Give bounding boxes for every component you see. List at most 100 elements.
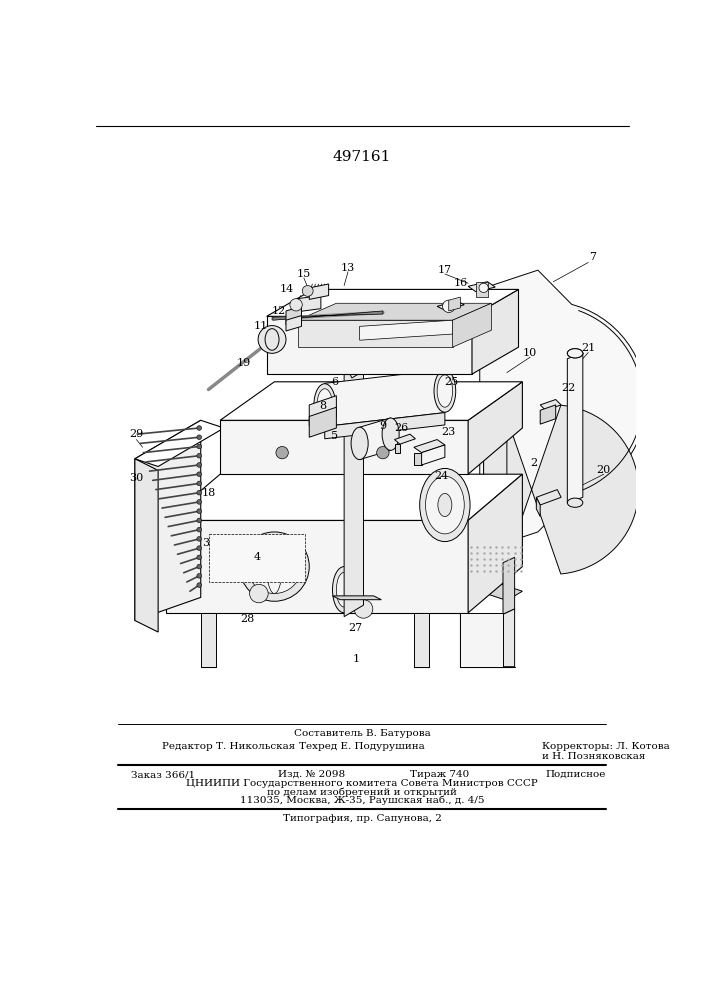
Ellipse shape	[438, 493, 452, 517]
Polygon shape	[325, 369, 445, 426]
Polygon shape	[472, 289, 518, 374]
Circle shape	[197, 546, 201, 550]
Text: 15: 15	[297, 269, 311, 279]
Polygon shape	[395, 444, 400, 453]
Circle shape	[250, 584, 268, 603]
Circle shape	[197, 426, 201, 430]
Text: Тираж 740: Тираж 740	[410, 770, 469, 779]
Text: 18: 18	[201, 488, 216, 498]
Text: и Н. Позняковская: и Н. Позняковская	[542, 752, 645, 761]
Polygon shape	[286, 306, 301, 325]
Text: 113035, Москва, Ж-35, Раушская наб., д. 4/5: 113035, Москва, Ж-35, Раушская наб., д. …	[240, 796, 484, 805]
Polygon shape	[135, 420, 201, 620]
Text: 12: 12	[272, 306, 286, 316]
Text: 23: 23	[442, 427, 456, 437]
Polygon shape	[452, 303, 491, 347]
Circle shape	[197, 527, 201, 532]
Text: ЦНИИПИ Государственного комитета Совета Министров СССР: ЦНИИПИ Государственного комитета Совета …	[186, 779, 538, 788]
Circle shape	[197, 583, 201, 587]
Polygon shape	[335, 359, 373, 365]
Text: 26: 26	[395, 423, 409, 433]
Text: 11: 11	[254, 321, 269, 331]
Text: 5: 5	[332, 431, 339, 441]
Polygon shape	[344, 363, 363, 617]
Polygon shape	[540, 400, 561, 410]
Circle shape	[197, 453, 201, 458]
Polygon shape	[360, 418, 391, 460]
Text: 13: 13	[341, 263, 355, 273]
Text: 497161: 497161	[333, 150, 391, 164]
Circle shape	[197, 574, 201, 578]
Ellipse shape	[434, 370, 456, 412]
Ellipse shape	[264, 328, 281, 350]
Polygon shape	[220, 420, 468, 474]
Text: по делам изобретений и открытий: по делам изобретений и открытий	[267, 787, 457, 797]
Text: Техред Е. Подурушина: Техред Е. Подурушина	[299, 742, 425, 751]
Polygon shape	[273, 311, 383, 320]
Text: Корректоры: Л. Котова: Корректоры: Л. Котова	[542, 742, 670, 751]
Circle shape	[197, 435, 201, 440]
Text: 1: 1	[352, 654, 359, 664]
Polygon shape	[166, 474, 522, 520]
Polygon shape	[267, 316, 472, 374]
Ellipse shape	[567, 349, 583, 358]
Ellipse shape	[382, 418, 399, 450]
Polygon shape	[468, 474, 522, 613]
Text: 30: 30	[129, 473, 144, 483]
Ellipse shape	[265, 329, 279, 350]
Polygon shape	[503, 609, 515, 667]
Polygon shape	[480, 270, 646, 551]
Text: 22: 22	[562, 383, 576, 393]
Text: 24: 24	[434, 471, 448, 481]
Polygon shape	[484, 400, 507, 591]
Text: Заказ 366/1: Заказ 366/1	[131, 770, 195, 779]
Text: 6: 6	[332, 377, 339, 387]
Polygon shape	[344, 363, 371, 378]
Ellipse shape	[267, 540, 282, 594]
Text: Редактор Т. Никольская: Редактор Т. Никольская	[162, 742, 296, 751]
Text: 21: 21	[581, 343, 595, 353]
Circle shape	[197, 509, 201, 513]
Polygon shape	[537, 497, 540, 517]
Polygon shape	[414, 613, 429, 667]
Polygon shape	[540, 405, 556, 424]
Polygon shape	[484, 584, 522, 600]
Polygon shape	[309, 396, 337, 426]
Polygon shape	[298, 320, 452, 347]
Ellipse shape	[426, 476, 464, 534]
Polygon shape	[414, 440, 445, 453]
Polygon shape	[503, 557, 515, 614]
Polygon shape	[309, 407, 337, 437]
Text: 17: 17	[438, 265, 452, 275]
Polygon shape	[209, 534, 305, 582]
Polygon shape	[286, 316, 301, 331]
Circle shape	[197, 481, 201, 486]
Circle shape	[290, 299, 303, 311]
Text: 16: 16	[453, 278, 467, 288]
Circle shape	[197, 555, 201, 560]
Circle shape	[479, 283, 489, 292]
Polygon shape	[247, 474, 263, 528]
Polygon shape	[220, 382, 522, 420]
Text: 4: 4	[254, 552, 261, 562]
Circle shape	[197, 564, 201, 569]
Polygon shape	[135, 420, 224, 466]
Polygon shape	[421, 445, 445, 465]
Circle shape	[197, 537, 201, 541]
Circle shape	[443, 300, 455, 312]
Polygon shape	[437, 301, 464, 310]
Text: Подписное: Подписное	[546, 770, 606, 779]
Polygon shape	[309, 284, 329, 299]
Text: 7: 7	[589, 252, 595, 262]
Circle shape	[197, 444, 201, 449]
Polygon shape	[325, 413, 445, 439]
Ellipse shape	[567, 498, 583, 507]
Polygon shape	[484, 396, 638, 593]
Polygon shape	[567, 353, 583, 503]
Polygon shape	[360, 320, 452, 340]
Ellipse shape	[567, 349, 583, 358]
Text: 19: 19	[236, 358, 250, 368]
Circle shape	[247, 540, 301, 594]
Ellipse shape	[351, 427, 368, 460]
Polygon shape	[476, 474, 488, 490]
